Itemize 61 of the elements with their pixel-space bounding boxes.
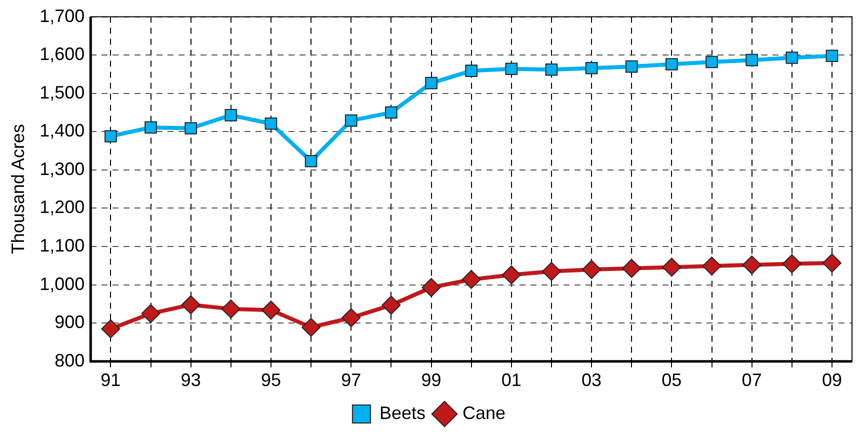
y-tick-label: 1,300 <box>40 158 85 179</box>
point <box>385 106 398 119</box>
y-tick-label: 1,400 <box>40 120 85 141</box>
y-tick-label: 1,200 <box>40 197 85 218</box>
point <box>742 255 762 274</box>
point <box>302 318 321 337</box>
y-tick-label: 1,000 <box>40 274 85 294</box>
x-tick-label: 95 <box>260 370 281 390</box>
point <box>502 265 521 284</box>
point <box>264 117 278 130</box>
point <box>782 254 802 274</box>
x-tick-label: 99 <box>421 370 442 390</box>
point <box>545 63 558 76</box>
y-tick-label: 800 <box>54 350 85 370</box>
point <box>625 60 638 73</box>
point <box>582 260 602 280</box>
point <box>104 130 117 142</box>
point <box>622 258 642 278</box>
y-tick-label: 1,500 <box>40 82 85 102</box>
y-tick-label: 900 <box>54 312 85 332</box>
point <box>702 256 722 276</box>
point <box>425 76 438 90</box>
x-tick-label: 03 <box>582 370 602 390</box>
point <box>184 122 197 134</box>
legend-label: Cane <box>462 402 506 423</box>
point <box>101 319 120 338</box>
point <box>542 262 561 281</box>
x-tick-label: 93 <box>180 370 201 390</box>
x-tick-label: 91 <box>100 370 121 390</box>
y-tick-label: 1,600 <box>40 44 85 64</box>
point <box>141 304 160 324</box>
x-tick-label: 01 <box>501 370 522 390</box>
point <box>822 254 842 272</box>
point <box>261 300 280 320</box>
point <box>304 154 318 168</box>
point <box>505 62 518 76</box>
point <box>342 308 361 328</box>
point <box>662 258 682 277</box>
point <box>344 114 358 127</box>
x-tick-label: 07 <box>742 370 762 390</box>
point <box>585 62 598 74</box>
point <box>221 299 240 318</box>
x-tick-label: 09 <box>822 370 842 390</box>
legend-label: Beets <box>379 402 426 423</box>
y-axis-title: Thousand Acres <box>8 124 28 254</box>
point <box>144 121 157 134</box>
point <box>462 270 481 289</box>
y-tick-label: 1,700 <box>40 6 85 26</box>
point <box>382 296 401 315</box>
point <box>706 56 718 68</box>
point <box>465 64 478 77</box>
point <box>826 50 838 62</box>
point <box>666 58 678 70</box>
point <box>746 54 758 66</box>
x-tick-label: 05 <box>662 370 682 390</box>
y-tick-label: 1,100 <box>40 236 85 256</box>
point <box>786 52 798 64</box>
point <box>422 278 441 298</box>
x-tick-label: 97 <box>341 370 362 390</box>
point <box>224 109 238 122</box>
point <box>181 295 200 314</box>
